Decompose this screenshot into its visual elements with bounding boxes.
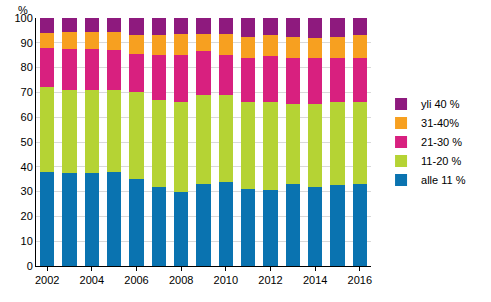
svg-text:2012: 2012 bbox=[258, 274, 282, 286]
svg-text:yli 40 %: yli 40 % bbox=[421, 98, 460, 110]
svg-text:60: 60 bbox=[21, 111, 33, 123]
svg-text:0: 0 bbox=[27, 260, 33, 272]
svg-text:20: 20 bbox=[21, 210, 33, 222]
svg-text:2004: 2004 bbox=[80, 274, 104, 286]
svg-text:11-20 %: 11-20 % bbox=[421, 155, 461, 167]
svg-text:90: 90 bbox=[21, 37, 33, 49]
svg-text:31-40%: 31-40% bbox=[421, 117, 459, 129]
svg-text:2002: 2002 bbox=[35, 274, 59, 286]
svg-text:21-30 %: 21-30 % bbox=[421, 136, 462, 148]
svg-text:30: 30 bbox=[21, 185, 33, 197]
svg-text:%: % bbox=[18, 4, 28, 16]
svg-text:alle 11 %: alle 11 % bbox=[421, 174, 466, 186]
svg-text:2008: 2008 bbox=[169, 274, 193, 286]
svg-text:40: 40 bbox=[21, 161, 33, 173]
svg-text:80: 80 bbox=[21, 61, 33, 73]
svg-text:2016: 2016 bbox=[348, 274, 372, 286]
svg-text:50: 50 bbox=[21, 136, 33, 148]
svg-text:2006: 2006 bbox=[124, 274, 148, 286]
svg-text:2014: 2014 bbox=[303, 274, 327, 286]
svg-text:70: 70 bbox=[21, 86, 33, 98]
svg-text:10: 10 bbox=[21, 235, 33, 247]
svg-text:100: 100 bbox=[14, 12, 32, 24]
svg-text:2010: 2010 bbox=[214, 274, 238, 286]
